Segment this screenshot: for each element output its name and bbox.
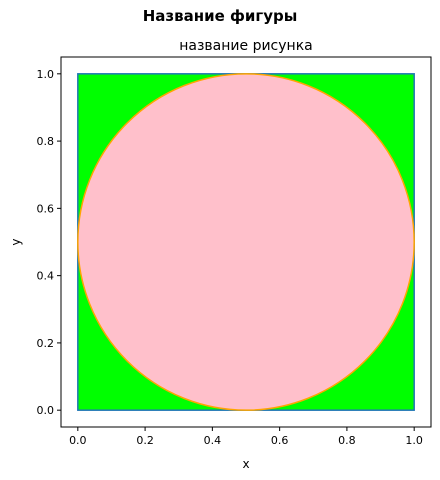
chart-title: название рисунка <box>179 38 312 54</box>
x-tick-label: 0.4 <box>204 434 222 447</box>
circle-shape <box>78 74 414 410</box>
x-tick-label: 0.8 <box>338 434 356 447</box>
x-axis-ticks: 0.0 0.2 0.4 0.6 0.8 1.0 <box>69 427 423 447</box>
y-tick-label: 1.0 <box>37 68 55 81</box>
y-tick-label: 0.4 <box>37 270 55 283</box>
y-tick-label: 0.8 <box>37 135 55 148</box>
x-axis-label: x <box>242 457 249 471</box>
x-tick-label: 1.0 <box>405 434 423 447</box>
plot-shapes <box>78 74 414 410</box>
y-tick-label: 0.0 <box>37 404 55 417</box>
x-tick-label: 0.6 <box>271 434 289 447</box>
x-tick-label: 0.0 <box>69 434 87 447</box>
y-axis-label: y <box>9 238 23 245</box>
y-tick-label: 0.6 <box>37 202 55 215</box>
y-tick-label: 0.2 <box>37 337 55 350</box>
y-axis-ticks: 0.0 0.2 0.4 0.6 0.8 1.0 <box>37 68 62 417</box>
x-tick-label: 0.2 <box>136 434 154 447</box>
